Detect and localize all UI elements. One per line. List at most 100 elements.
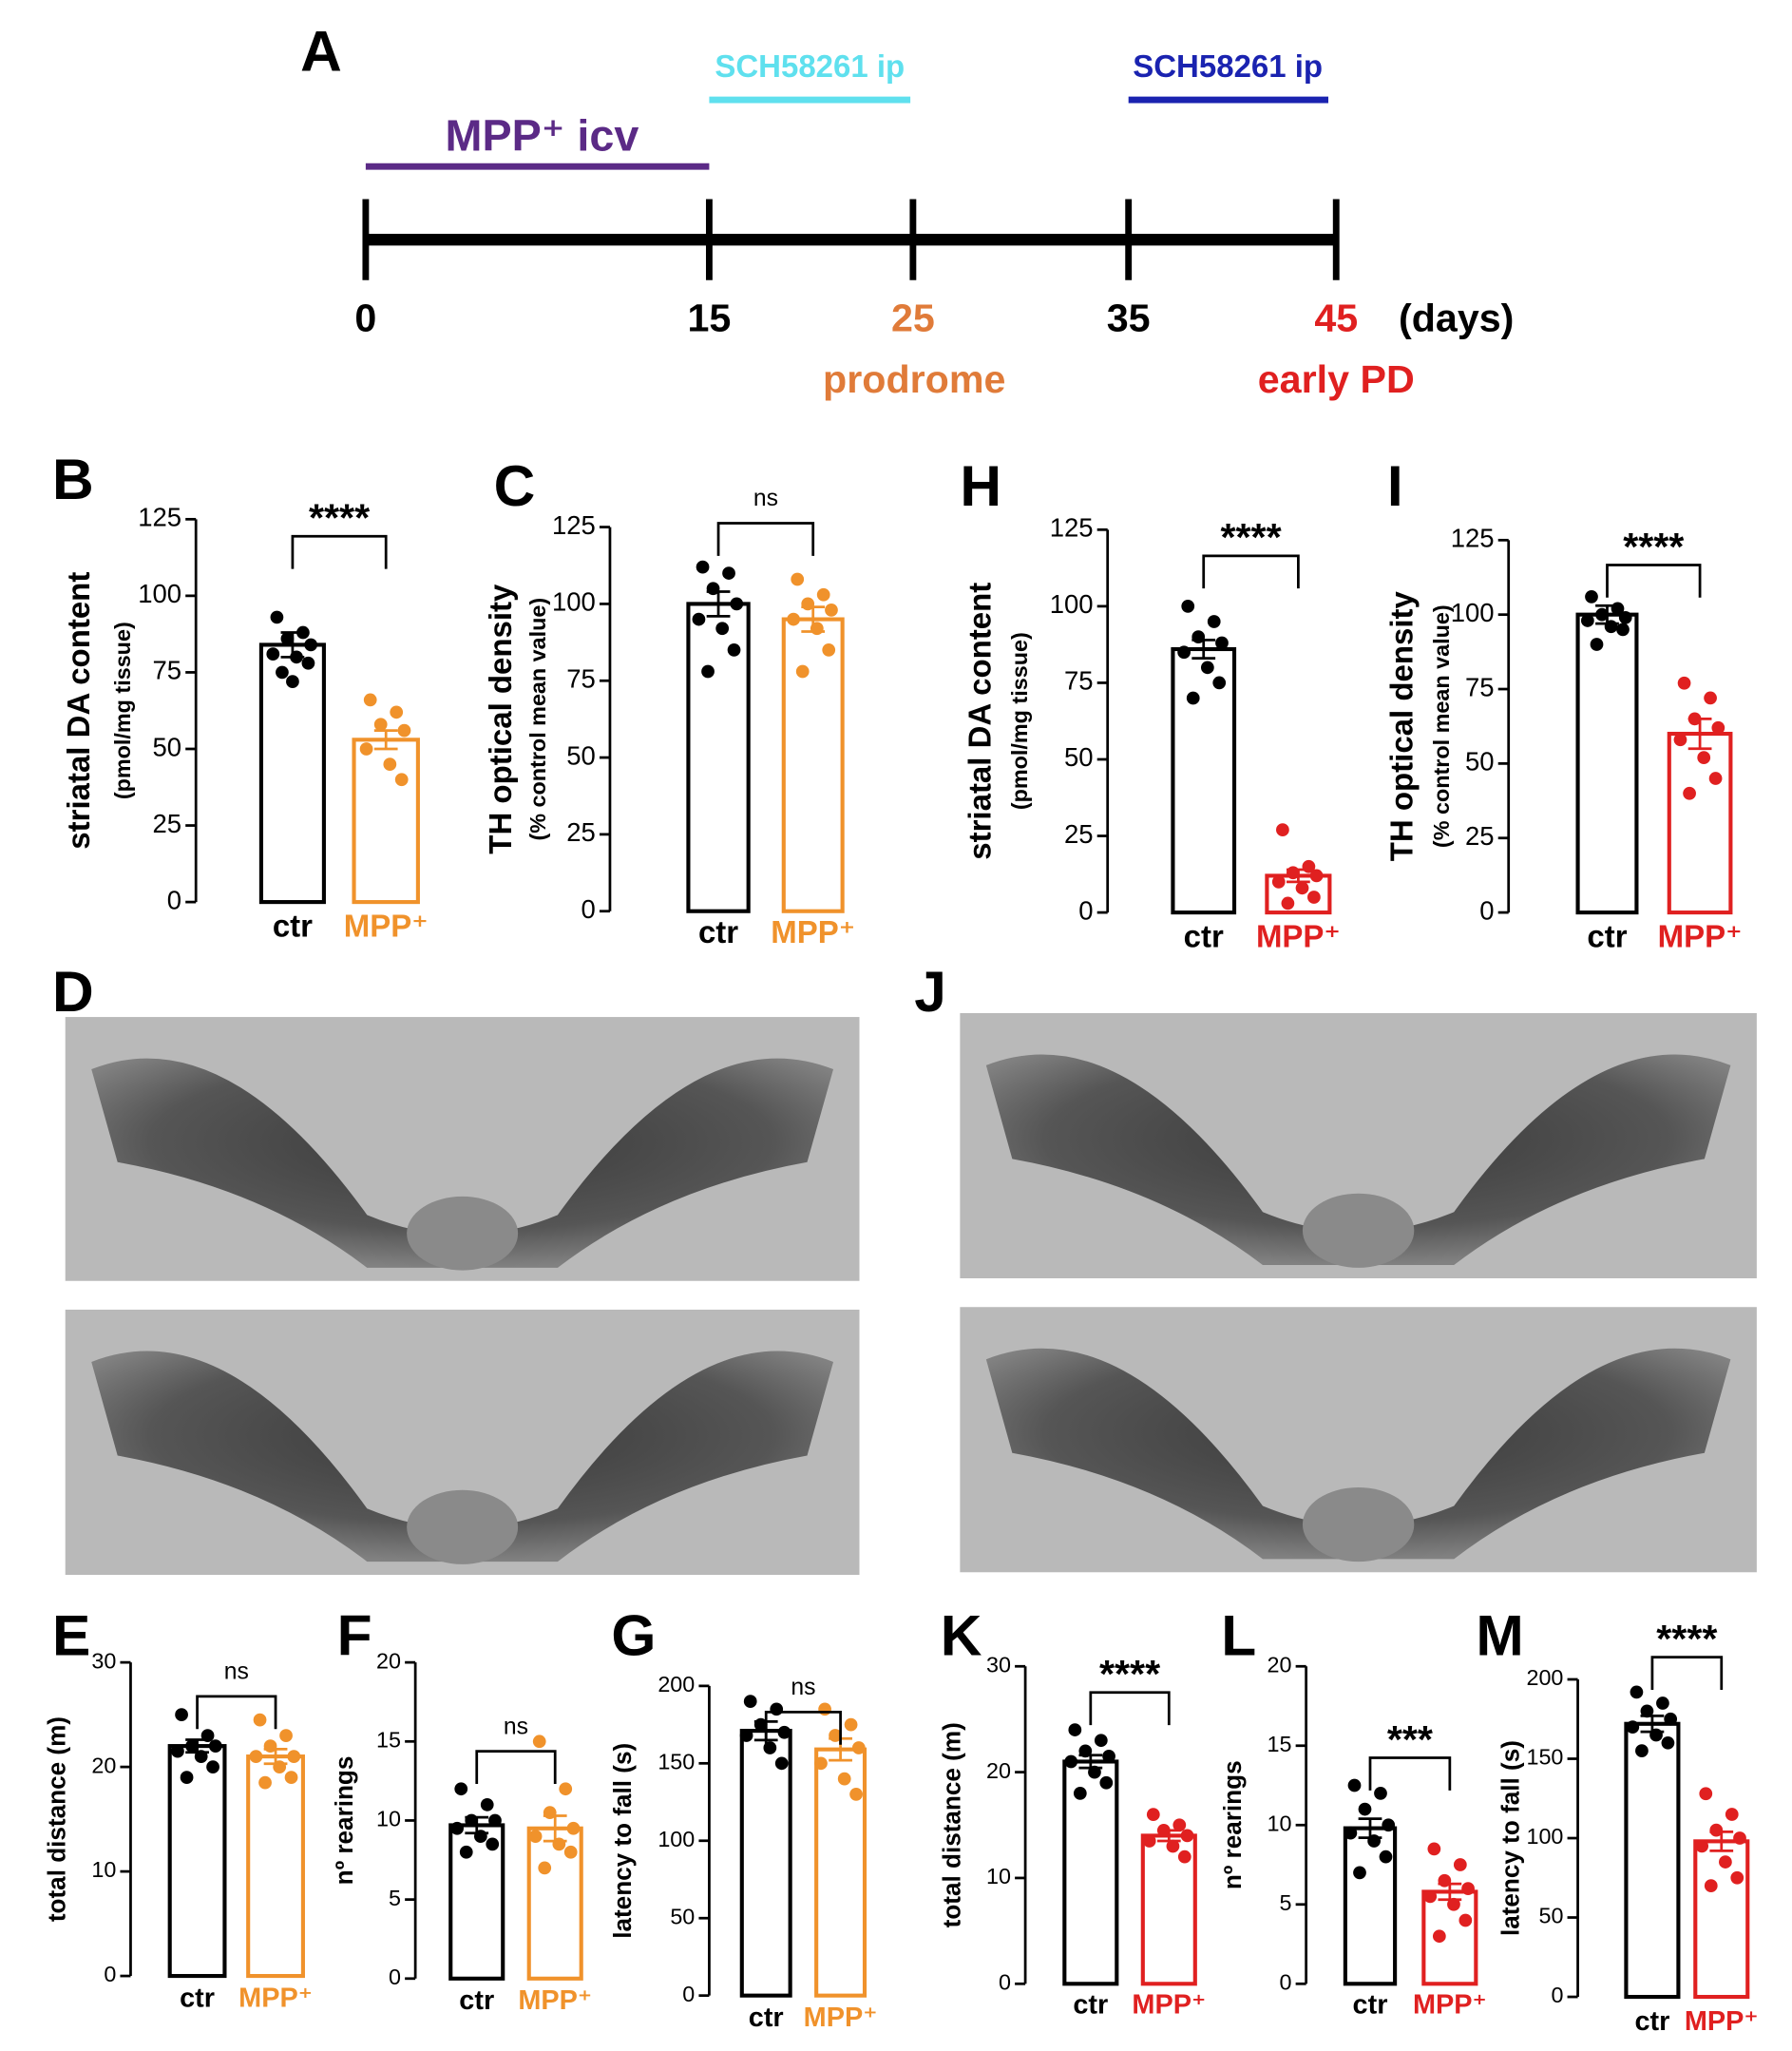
panel-letter: A	[300, 18, 342, 83]
data-point	[249, 1750, 263, 1763]
bar	[246, 1754, 305, 1979]
significance-bracket	[1368, 1756, 1452, 1791]
data-point	[1281, 896, 1295, 910]
x-tick-label: MPP⁺	[238, 1983, 313, 2013]
data-point	[1099, 1775, 1114, 1790]
data-point	[1309, 869, 1324, 883]
data-point	[722, 566, 735, 580]
data-point	[1180, 1829, 1194, 1843]
data-point	[552, 1837, 566, 1851]
y-axis-label: striatal DA content	[61, 572, 96, 850]
data-point	[258, 1775, 272, 1790]
data-point	[1580, 614, 1594, 627]
data-point	[1677, 676, 1691, 690]
data-point	[301, 656, 315, 670]
significance-bracket	[475, 1750, 557, 1784]
tissue-band	[985, 1054, 1731, 1266]
data-point	[1427, 1842, 1441, 1856]
data-point	[1453, 1858, 1467, 1871]
significance-bracket	[716, 522, 815, 556]
panel-letter: M	[1476, 1603, 1523, 1668]
y-tick-label: 75	[566, 663, 596, 693]
data-point	[1711, 720, 1725, 735]
y-tick-label: 20	[376, 1648, 401, 1673]
y-tick-label: 50	[566, 740, 596, 770]
data-point	[373, 718, 388, 732]
data-point	[279, 1729, 293, 1742]
data-point	[743, 1695, 757, 1709]
unit-label: (days)	[1399, 296, 1514, 339]
data-point	[1142, 1834, 1156, 1848]
bar	[739, 1729, 792, 1998]
data-point	[1673, 733, 1687, 747]
y-tick-label: 5	[389, 1886, 401, 1910]
data-point	[1697, 751, 1711, 764]
y-tick-label: 0	[1078, 895, 1093, 925]
x-tick-label: ctr	[1634, 2006, 1669, 2037]
x-tick-label: ctr	[459, 1985, 494, 2016]
x-tick-label: MPP⁺	[1413, 1989, 1487, 2020]
panel-letter: C	[494, 453, 536, 518]
y-tick-label: 200	[1526, 1665, 1563, 1690]
data-point	[1166, 1839, 1180, 1853]
panel-letter: K	[941, 1603, 982, 1668]
data-point	[528, 1830, 543, 1843]
data-point	[359, 742, 373, 756]
data-point	[730, 597, 744, 611]
data-point	[1177, 645, 1191, 660]
data-point	[787, 612, 800, 626]
phase-label: prodrome	[823, 357, 1005, 401]
data-point	[1156, 1823, 1171, 1837]
significance-bracket	[764, 1710, 842, 1745]
y-axis-label: TH optical density	[483, 584, 518, 854]
data-point	[696, 560, 710, 574]
tissue-band	[91, 1351, 834, 1562]
data-point	[1708, 772, 1723, 785]
data-point	[1200, 661, 1214, 675]
data-point	[296, 625, 310, 640]
significance-label: ns	[791, 1675, 815, 1700]
data-point	[1630, 1685, 1644, 1699]
data-point	[829, 1729, 842, 1742]
panel-letter: E	[52, 1603, 90, 1668]
x-tick-label: MPP⁺	[344, 908, 429, 943]
error-bar	[373, 729, 398, 751]
y-tick-label: 100	[552, 587, 596, 617]
treatment-label: SCH58261 ip	[1133, 48, 1323, 84]
y-tick-label: 50	[1064, 742, 1094, 772]
data-point	[1432, 1929, 1446, 1944]
y-tick-label: 100	[1451, 598, 1495, 627]
data-point	[1073, 1787, 1087, 1800]
data-point	[1191, 630, 1206, 643]
significance-label: ***	[1387, 1717, 1433, 1761]
data-point	[559, 1782, 573, 1796]
y-tick-label: 20	[986, 1758, 1011, 1783]
y-axis-label: latency to fall (s)	[1497, 1740, 1525, 1936]
tissue-core	[407, 1489, 519, 1564]
data-point	[486, 1837, 500, 1851]
data-point	[1102, 1750, 1115, 1763]
panel-letter: L	[1221, 1603, 1256, 1668]
bar	[814, 1747, 867, 1998]
data-point	[538, 1861, 552, 1875]
y-axis-sublabel: (% control mean value)	[525, 598, 550, 841]
y-tick-label: 100	[1050, 589, 1094, 619]
data-point	[363, 693, 377, 707]
y-tick-label: 5	[1280, 1890, 1292, 1915]
data-point	[837, 1772, 851, 1786]
significance-label: ****	[1220, 515, 1281, 559]
data-point	[1458, 1913, 1473, 1927]
y-axis-label: TH optical density	[1383, 591, 1419, 862]
data-point	[171, 1744, 184, 1758]
y-tick-label: 30	[986, 1652, 1011, 1677]
y-tick-label: 15	[376, 1727, 401, 1752]
data-point	[253, 1713, 267, 1727]
data-point	[206, 1760, 219, 1773]
timeline-tick-label: 45	[1314, 296, 1358, 339]
y-tick-label: 25	[152, 809, 181, 838]
y-tick-label: 75	[1465, 672, 1495, 701]
y-axis-label: total distance (m)	[43, 1716, 71, 1922]
data-point	[1379, 1850, 1393, 1864]
